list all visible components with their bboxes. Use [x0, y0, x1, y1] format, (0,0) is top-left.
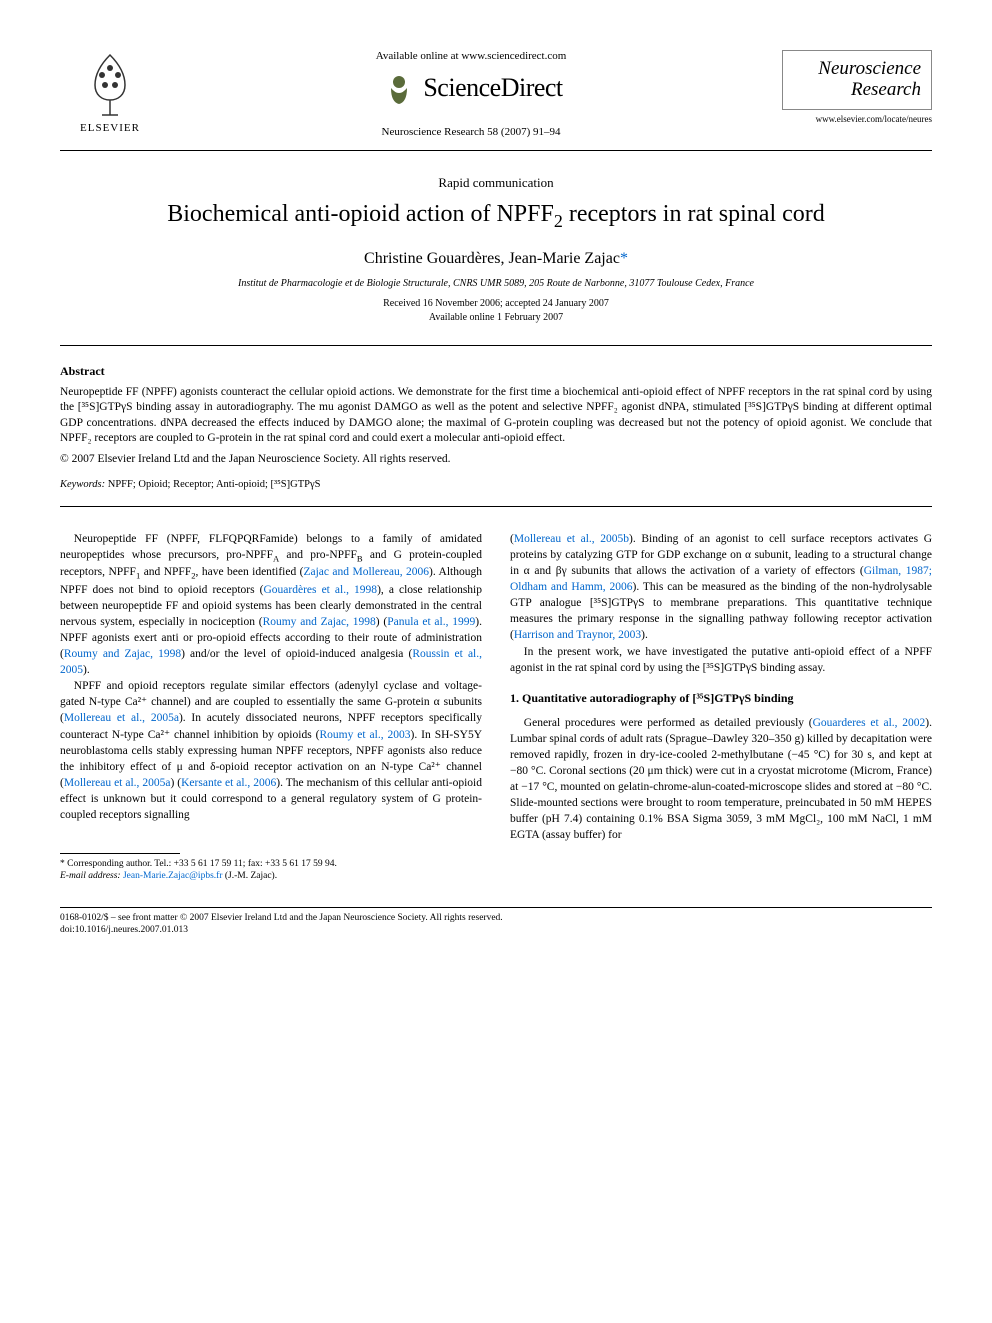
t: ). Lumbar spinal cords of adult rats (Sp…: [510, 717, 932, 842]
right-column: (Mollereau et al., 2005b). Binding of an…: [510, 531, 932, 883]
citation-link[interactable]: Mollereau et al., 2005a: [64, 712, 179, 724]
citation-text: Neuroscience Research 58 (2007) 91–94: [180, 126, 762, 138]
authors: Christine Gouardères, Jean-Marie Zajac*: [60, 250, 932, 268]
footnote-email-line: E-mail address: Jean-Marie.Zajac@ipbs.fr…: [60, 870, 482, 882]
citation-link[interactable]: Panula et al., 1999: [387, 616, 475, 628]
affiliation: Institut de Pharmacologie et de Biologie…: [60, 278, 932, 289]
citation-link[interactable]: Roumy et al., 2003: [319, 729, 410, 741]
elsevier-tree-icon: [80, 50, 140, 120]
footnote-block: * Corresponding author. Tel.: +33 5 61 1…: [60, 858, 482, 883]
body-para-3: (Mollereau et al., 2005b). Binding of an…: [510, 531, 932, 644]
section-heading-1: 1. Quantitative autoradiography of [³⁵S]…: [510, 690, 932, 707]
corresponding-marker: *: [620, 250, 628, 267]
article-dates: Received 16 November 2006; accepted 24 J…: [60, 297, 932, 325]
citation-link[interactable]: Harrison and Traynor, 2003: [514, 629, 641, 641]
t: ) (: [170, 777, 181, 789]
front-matter-text: 0168-0102/$ – see front matter © 2007 El…: [60, 912, 932, 924]
citation-link[interactable]: Zajac and Mollereau, 2006: [303, 566, 429, 578]
email-label: E-mail address:: [60, 871, 121, 881]
journal-title-line2: Research: [793, 80, 921, 101]
t: , have been identified (: [196, 566, 304, 578]
t: ) and/or the level of opioid-induced ana…: [181, 648, 412, 660]
body-para-1: Neuropeptide FF (NPFF, FLFQPQRFamide) be…: [60, 531, 482, 678]
sciencedirect-text: ScienceDirect: [423, 73, 562, 103]
citation-link[interactable]: Gouardères et al., 1998: [264, 584, 378, 596]
sciencedirect-logo: ScienceDirect: [180, 68, 762, 108]
rule-above-abstract: [60, 345, 932, 346]
t: ) (: [376, 616, 387, 628]
title-sub: 2: [554, 211, 563, 231]
left-column: Neuropeptide FF (NPFF, FLFQPQRFamide) be…: [60, 531, 482, 883]
footnote-corresponding: * Corresponding author. Tel.: +33 5 61 1…: [60, 858, 482, 870]
keywords-label: Keywords:: [60, 479, 105, 490]
title-pre: Biochemical anti-opioid action of NPFF: [167, 201, 554, 227]
date-received: Received 16 November 2006; accepted 24 J…: [60, 297, 932, 311]
body-para-5: General procedures were performed as det…: [510, 715, 932, 844]
date-online: Available online 1 February 2007: [60, 311, 932, 325]
citation-link[interactable]: Mollereau et al., 2005b: [514, 533, 629, 545]
journal-url: www.elsevier.com/locate/neures: [782, 114, 932, 124]
abstract-body: Neuropeptide FF (NPFF) agonists countera…: [60, 385, 932, 447]
body-columns: Neuropeptide FF (NPFF, FLFQPQRFamide) be…: [60, 531, 932, 883]
rule-after-keywords: [60, 506, 932, 507]
title-post: receptors in rat spinal cord: [563, 201, 825, 227]
header-center: Available online at www.sciencedirect.co…: [160, 50, 782, 138]
citation-link[interactable]: Roumy and Zajac, 1998: [64, 648, 181, 660]
available-online-text: Available online at www.sciencedirect.co…: [180, 50, 762, 62]
body-para-4: In the present work, we have investigate…: [510, 644, 932, 676]
journal-title-line1: Neuroscience: [793, 59, 921, 80]
t: General procedures were performed as det…: [524, 717, 813, 729]
bottom-info: 0168-0102/$ – see front matter © 2007 El…: [60, 912, 932, 937]
journal-block-wrapper: Neuroscience Research www.elsevier.com/l…: [782, 50, 932, 124]
body-para-2: NPFF and opioid receptors regulate simil…: [60, 678, 482, 823]
article-title: Biochemical anti-opioid action of NPFF2 …: [60, 201, 932, 232]
citation-link[interactable]: Gouarderes et al., 2002: [813, 717, 926, 729]
elsevier-label: ELSEVIER: [80, 122, 140, 134]
t: and pro-NPFF: [279, 549, 357, 561]
citation-link[interactable]: Roumy and Zajac, 1998: [263, 616, 376, 628]
journal-title-box: Neuroscience Research: [782, 50, 932, 110]
email-link[interactable]: Jean-Marie.Zajac@ipbs.fr: [121, 871, 223, 881]
t: and NPFF: [140, 566, 191, 578]
authors-text: Christine Gouardères, Jean-Marie Zajac: [364, 250, 620, 267]
citation-link[interactable]: Mollereau et al., 2005a: [64, 777, 171, 789]
footnote-rule: [60, 853, 180, 854]
keywords-list: NPFF; Opioid; Receptor; Anti-opioid; [³⁵…: [105, 479, 320, 490]
t: ).: [641, 629, 648, 641]
email-suffix: (J.-M. Zajac).: [222, 871, 277, 881]
t: ).: [83, 664, 90, 676]
doi-text: doi:10.1016/j.neures.2007.01.013: [60, 924, 932, 936]
header: ELSEVIER Available online at www.science…: [60, 50, 932, 151]
bottom-rule: [60, 907, 932, 908]
article-type: Rapid communication: [60, 175, 932, 191]
sciencedirect-icon: [379, 68, 419, 108]
keywords-line: Keywords: NPFF; Opioid; Receptor; Anti-o…: [60, 479, 932, 490]
abstract-copyright: © 2007 Elsevier Ireland Ltd and the Japa…: [60, 453, 932, 465]
abstract-heading: Abstract: [60, 364, 932, 379]
elsevier-logo-block: ELSEVIER: [60, 50, 160, 134]
citation-link[interactable]: Kersante et al., 2006: [181, 777, 276, 789]
